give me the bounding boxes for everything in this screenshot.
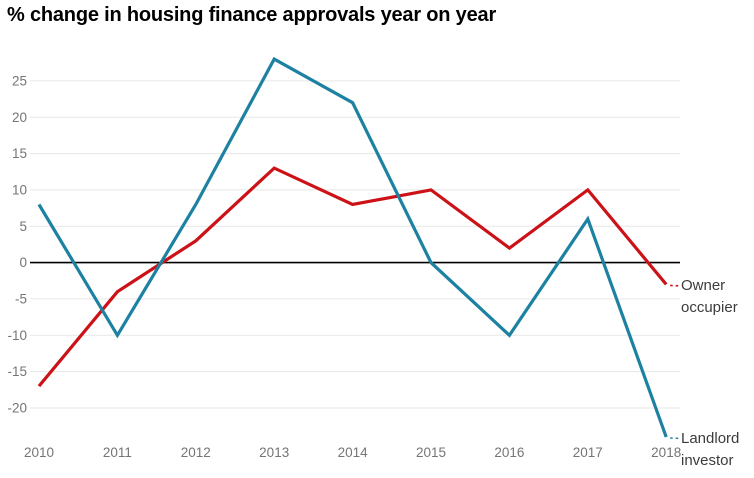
leader-line-owner-occupier xyxy=(670,284,682,287)
x-tick-label: 2012 xyxy=(181,445,211,460)
x-tick-label: 2014 xyxy=(338,445,369,460)
leader-line-landlord-investor xyxy=(670,437,682,440)
y-tick-label: 0 xyxy=(19,255,27,270)
series-lines-group xyxy=(37,56,682,440)
y-tick-label: 25 xyxy=(12,73,27,88)
x-tick-label: 2017 xyxy=(573,445,603,460)
x-tick-label: 2015 xyxy=(416,445,446,460)
y-tick-label: -5 xyxy=(15,291,27,306)
y-axis-tick-labels: 25 20 15 10 5 0 -5 -10 -15 -20 xyxy=(7,73,27,415)
series-label-landlord-investor: Landlord investor xyxy=(681,428,739,472)
series-line-owner-occupier xyxy=(37,166,668,388)
series-label-line: investor xyxy=(681,452,734,469)
y-tick-label: -15 xyxy=(7,364,27,379)
y-tick-label: -20 xyxy=(7,400,27,415)
gridlines-group xyxy=(30,80,680,409)
x-axis-tick-labels: 2010 2011 2012 2013 2014 2015 2016 2017 2018 xyxy=(24,445,681,460)
x-tick-label: 2013 xyxy=(259,445,289,460)
y-tick-label: 15 xyxy=(12,146,27,161)
x-tick-label: 2011 xyxy=(103,445,132,460)
series-label-line: Owner xyxy=(681,277,726,295)
chart-title: % change in housing finance approvals ye… xyxy=(7,4,497,26)
x-tick-label: 2016 xyxy=(494,445,524,460)
y-tick-label: 10 xyxy=(12,182,27,197)
series-label-line: occupier xyxy=(681,299,738,317)
y-tick-label: 20 xyxy=(12,110,27,125)
series-label-owner-occupier: Owner occupier xyxy=(681,275,738,319)
series-line-landlord-investor xyxy=(37,56,668,438)
x-tick-label: 2018 xyxy=(651,445,681,460)
y-tick-label: -10 xyxy=(7,328,27,343)
y-tick-label: 5 xyxy=(19,219,27,234)
x-tick-label: 2010 xyxy=(24,445,54,460)
series-label-line: Landlord xyxy=(681,430,740,447)
